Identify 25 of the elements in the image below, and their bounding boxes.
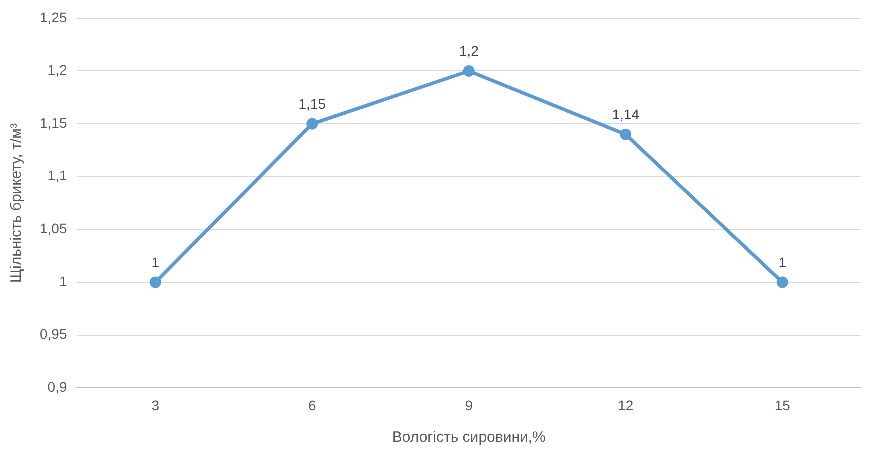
y-tick-label: 1,15 bbox=[40, 114, 68, 131]
y-tick-label: 1,1 bbox=[48, 168, 68, 184]
x-axis-title: Вологість сировини,% bbox=[392, 429, 546, 446]
point bbox=[306, 118, 318, 130]
y-axis-title: Щільність брикету, т/м³ bbox=[8, 124, 26, 284]
x-tick-label: 6 bbox=[308, 397, 316, 414]
data-label: 1,14 bbox=[612, 106, 640, 122]
data-label: 1 bbox=[778, 254, 787, 270]
x-tick-label: 3 bbox=[152, 397, 160, 414]
x-tick-label: 9 bbox=[465, 397, 474, 414]
x-tick-label: 12 bbox=[618, 397, 634, 414]
y-tick-label: 1 bbox=[59, 273, 68, 290]
point bbox=[620, 128, 632, 140]
data-label: 1,2 bbox=[459, 43, 480, 60]
y-tick-label: 1,05 bbox=[40, 220, 68, 237]
y-tick-label: 0,95 bbox=[40, 326, 68, 342]
y-tick-label: 1,25 bbox=[40, 9, 68, 26]
data-label: 1,15 bbox=[298, 96, 326, 112]
point bbox=[776, 276, 788, 288]
point bbox=[463, 65, 475, 77]
y-tick-label: 0,9 bbox=[48, 379, 68, 396]
data-label: 1 bbox=[152, 254, 160, 270]
point bbox=[150, 276, 162, 288]
y-tick-label: 1,2 bbox=[48, 62, 68, 78]
x-tick-label: 15 bbox=[774, 397, 791, 414]
